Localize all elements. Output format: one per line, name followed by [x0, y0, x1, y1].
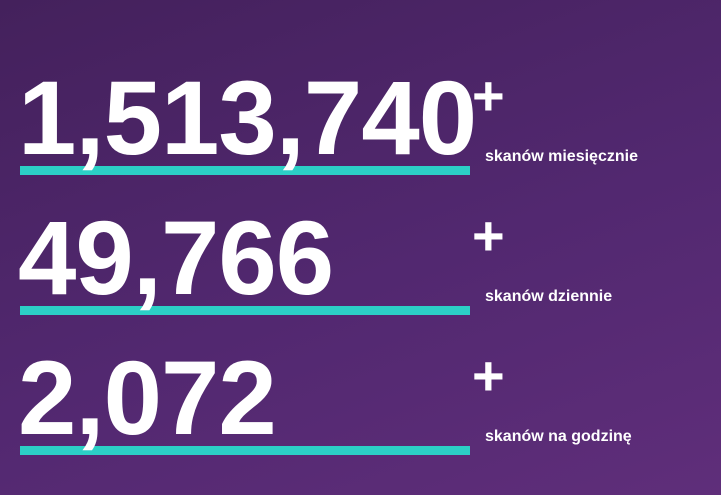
plus-sign: +	[472, 344, 505, 407]
underline-bar	[20, 166, 470, 175]
underline-bar	[20, 306, 470, 315]
stat-label: skanów na godzinę	[485, 428, 632, 445]
stat-row: 1,513,740 + skanów miesięcznie	[0, 66, 721, 224]
stat-row: 2,072 + skanów na godzinę	[0, 346, 721, 495]
stat-label: skanów dziennie	[485, 288, 613, 305]
stat-number: 1,513,740	[18, 60, 477, 177]
stat-number: 2,072	[18, 340, 277, 457]
stat-number: 49,766	[18, 200, 334, 317]
stat-row: 49,766 + skanów dziennie	[0, 206, 721, 364]
underline-bar	[20, 446, 470, 455]
plus-sign: +	[472, 204, 505, 267]
plus-sign: +	[472, 64, 505, 127]
stat-label: skanów miesięcznie	[485, 148, 638, 165]
